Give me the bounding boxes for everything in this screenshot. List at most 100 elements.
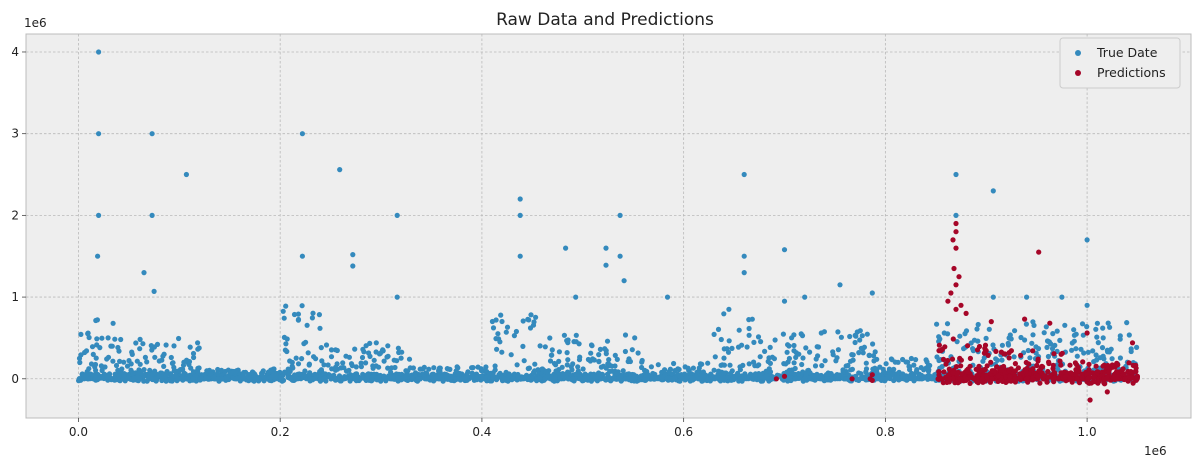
true-date-point: [426, 366, 432, 372]
true-date-point: [492, 367, 498, 373]
true-date-point: [156, 372, 162, 379]
true-date-point: [1046, 339, 1052, 345]
true-date-point: [108, 343, 114, 349]
true-date-point: [639, 359, 645, 365]
true-date-point: [835, 347, 842, 353]
true-date-point: [556, 358, 562, 364]
true-date-point: [453, 376, 459, 382]
prediction-point: [1050, 362, 1056, 368]
true-date-point: [215, 366, 221, 373]
x-tick-label: 0.8: [876, 425, 895, 439]
true-date-point: [337, 167, 343, 173]
true-date-point: [983, 335, 989, 341]
true-date-point: [838, 334, 845, 340]
true-date-point: [561, 332, 568, 338]
prediction-point: [948, 290, 954, 296]
prediction-point: [958, 302, 964, 308]
prediction-point: [1059, 370, 1065, 376]
true-date-point: [727, 362, 733, 368]
true-date-point: [623, 376, 629, 382]
true-date-point: [990, 294, 996, 300]
true-date-point: [596, 370, 602, 376]
true-date-point: [350, 252, 356, 258]
true-date-point: [349, 363, 355, 369]
true-date-point: [999, 357, 1005, 363]
true-date-point: [369, 375, 375, 381]
prediction-point: [958, 357, 965, 363]
prediction-point: [1007, 374, 1013, 380]
prediction-point: [1036, 249, 1042, 255]
true-date-point: [363, 360, 369, 366]
prediction-point: [1076, 380, 1083, 386]
true-date-point: [565, 357, 571, 363]
true-date-point: [974, 326, 980, 332]
true-date-point: [970, 346, 976, 352]
true-date-point: [936, 334, 942, 340]
prediction-point: [998, 349, 1005, 355]
prediction-point: [1034, 362, 1040, 369]
true-date-point: [729, 345, 735, 351]
true-date-point: [963, 328, 970, 334]
true-date-point: [249, 369, 256, 375]
prediction-point: [985, 352, 991, 358]
true-date-point: [917, 372, 923, 379]
true-date-point: [556, 349, 563, 355]
true-date-point: [1050, 331, 1056, 337]
true-date-point: [1097, 355, 1103, 361]
true-date-point: [130, 370, 136, 376]
true-date-point: [122, 375, 128, 381]
true-date-point: [223, 375, 229, 381]
true-date-point: [791, 360, 797, 366]
true-date-point: [350, 263, 356, 269]
true-date-point: [86, 366, 92, 372]
true-date-point: [490, 373, 496, 379]
true-date-point: [183, 171, 189, 178]
true-date-point: [174, 368, 180, 374]
true-date-point: [737, 367, 744, 373]
true-date-point: [923, 365, 929, 371]
true-date-point: [721, 362, 728, 368]
true-date-point: [711, 367, 717, 373]
prediction-point: [1008, 348, 1015, 354]
true-date-point: [394, 358, 400, 364]
true-date-point: [715, 326, 722, 332]
data-points: [76, 49, 1140, 403]
true-date-point: [1025, 347, 1031, 354]
true-date-point: [603, 365, 609, 371]
true-date-point: [845, 362, 851, 369]
true-date-point: [552, 376, 558, 382]
true-date-point: [1084, 237, 1090, 243]
true-date-point: [726, 306, 732, 312]
true-date-point: [847, 333, 853, 340]
true-date-point: [395, 375, 401, 381]
true-date-point: [795, 371, 802, 377]
true-date-point: [1081, 350, 1087, 356]
true-date-point: [1124, 320, 1130, 326]
true-date-point: [850, 352, 856, 358]
true-date-point: [1126, 332, 1132, 338]
true-date-point: [772, 337, 778, 343]
true-date-point: [176, 335, 182, 342]
true-date-point: [1094, 320, 1100, 326]
true-date-point: [721, 370, 727, 376]
true-date-point: [714, 374, 720, 380]
true-date-point: [1029, 340, 1035, 346]
true-date-point: [364, 372, 371, 378]
true-date-point: [837, 282, 843, 288]
true-date-point: [596, 359, 602, 365]
true-date-point: [612, 352, 618, 358]
true-date-point: [498, 312, 504, 318]
true-date-point: [161, 363, 167, 369]
true-date-point: [874, 356, 880, 362]
true-date-point: [741, 253, 747, 259]
true-date-point: [1024, 294, 1030, 300]
true-date-point: [456, 371, 463, 377]
true-date-point: [385, 365, 391, 371]
true-date-point: [980, 358, 986, 364]
true-date-point: [886, 374, 892, 380]
prediction-point: [1092, 374, 1098, 380]
true-date-point: [140, 341, 146, 347]
true-date-point: [289, 375, 295, 381]
true-date-point: [495, 331, 501, 337]
true-date-point: [1052, 342, 1058, 348]
